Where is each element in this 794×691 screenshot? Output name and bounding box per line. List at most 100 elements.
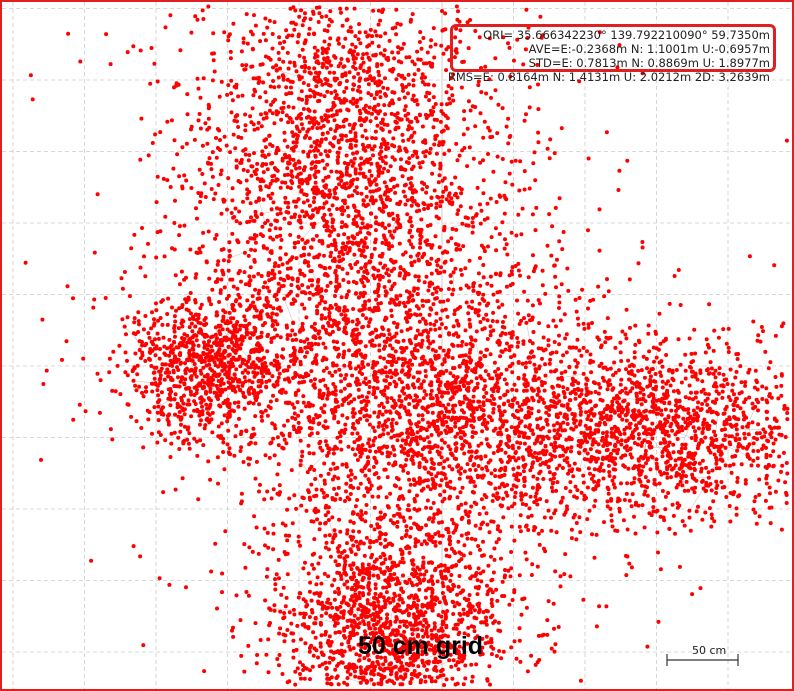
data-point [478,320,482,324]
data-point [308,269,312,273]
data-point [344,245,348,249]
data-point [509,550,513,554]
data-point [439,44,443,48]
data-point [185,142,189,146]
data-point [239,304,243,308]
data-point [229,56,233,60]
data-point [388,39,392,43]
data-point [577,349,581,353]
data-point [343,377,347,381]
data-point [253,219,257,223]
data-point [455,5,459,9]
data-point [401,253,405,257]
data-point [287,221,291,225]
data-point [198,423,202,427]
data-point [278,483,282,487]
data-point [316,170,320,174]
data-point [411,12,415,16]
data-point [486,337,490,341]
data-point [185,438,189,442]
data-point [396,51,400,55]
data-point [176,415,180,419]
data-point [355,328,359,332]
data-point [431,396,435,400]
data-point [370,41,374,45]
data-point [707,302,711,306]
data-point [302,274,306,278]
data-point [546,423,550,427]
data-point [516,478,520,482]
data-point [428,322,432,326]
data-point [323,166,327,170]
data-point [186,425,190,429]
data-point [528,85,532,89]
data-point [413,150,417,154]
data-point [383,180,387,184]
data-point [246,42,250,46]
data-point [271,100,275,104]
data-point [407,300,411,304]
data-point [108,357,112,361]
data-point [367,320,371,324]
data-point [374,130,378,134]
data-point [338,250,342,254]
data-point [517,189,521,193]
data-point [335,363,339,367]
data-point [547,212,551,216]
data-point [269,223,273,227]
data-point [313,46,317,50]
data-point [480,244,484,248]
data-point [215,336,219,340]
data-point [308,136,312,140]
data-point [213,391,217,395]
data-point [478,284,482,288]
data-point [78,60,82,64]
data-point [180,305,184,309]
data-point [257,198,261,202]
data-point [382,428,386,432]
data-point [305,193,309,197]
data-point [219,291,223,295]
data-point [311,238,315,242]
data-point [139,426,143,430]
data-point [140,343,144,347]
data-point [311,421,315,425]
data-point [329,251,333,255]
data-point [169,442,173,446]
data-point [177,358,181,362]
data-point [345,528,349,532]
data-point [264,99,268,103]
data-point [380,171,384,175]
data-point [146,242,150,246]
data-point [578,530,582,534]
data-point [262,285,266,289]
data-point [111,350,115,354]
data-point [423,141,427,145]
data-point [373,378,377,382]
data-point [322,462,326,466]
data-point [498,193,502,197]
data-point [296,134,300,138]
data-point [496,367,500,371]
data-point [243,251,247,255]
data-point [478,374,482,378]
data-point [247,153,251,157]
data-point [381,210,385,214]
data-point [400,329,404,333]
data-point [289,283,293,287]
data-point [523,551,527,555]
data-point [231,303,235,307]
data-point [158,130,162,134]
data-point [383,557,387,561]
data-point [289,86,293,90]
data-point [160,323,164,327]
data-point [411,462,415,466]
data-point [110,389,114,393]
data-point [240,49,244,53]
data-point [377,222,381,226]
data-point [557,294,561,298]
data-point [315,517,319,521]
data-point [505,368,509,372]
data-point [412,355,416,359]
data-point [275,219,279,223]
